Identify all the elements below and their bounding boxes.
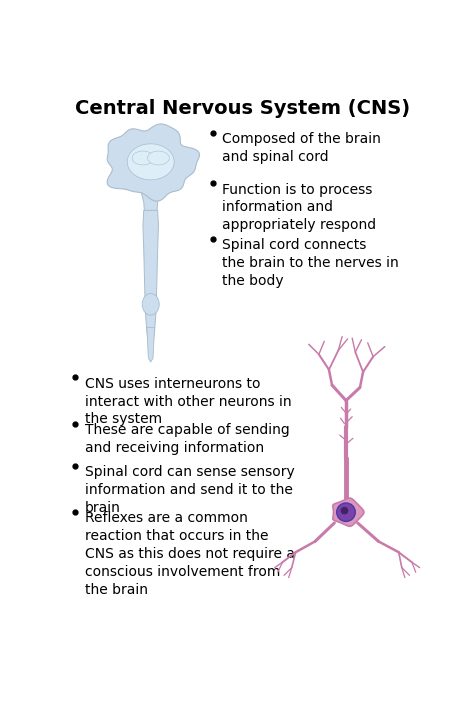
Text: Spinal cord can sense sensory
information and send it to the
brain: Spinal cord can sense sensory informatio… xyxy=(85,465,294,515)
Ellipse shape xyxy=(147,151,169,165)
Polygon shape xyxy=(143,211,158,343)
Polygon shape xyxy=(127,144,174,180)
Text: Function is to process
information and
appropriately respond: Function is to process information and a… xyxy=(222,182,376,233)
Ellipse shape xyxy=(142,293,159,315)
Text: These are capable of sending
and receiving information: These are capable of sending and receivi… xyxy=(85,423,290,455)
Circle shape xyxy=(337,503,356,522)
Text: Central Nervous System (CNS): Central Nervous System (CNS) xyxy=(75,99,410,117)
Polygon shape xyxy=(107,124,200,201)
Polygon shape xyxy=(333,498,364,526)
Ellipse shape xyxy=(132,151,154,165)
Polygon shape xyxy=(141,190,161,212)
Text: Spinal cord connects
the brain to the nerves in
the body: Spinal cord connects the brain to the ne… xyxy=(222,238,399,288)
Circle shape xyxy=(341,507,348,515)
Text: Composed of the brain
and spinal cord: Composed of the brain and spinal cord xyxy=(222,132,381,163)
Text: CNS uses interneurons to
interact with other neurons in
the system: CNS uses interneurons to interact with o… xyxy=(85,377,292,426)
Polygon shape xyxy=(147,327,155,362)
Text: Reflexes are a common
reaction that occurs in the
CNS as this does not require a: Reflexes are a common reaction that occu… xyxy=(85,511,295,597)
